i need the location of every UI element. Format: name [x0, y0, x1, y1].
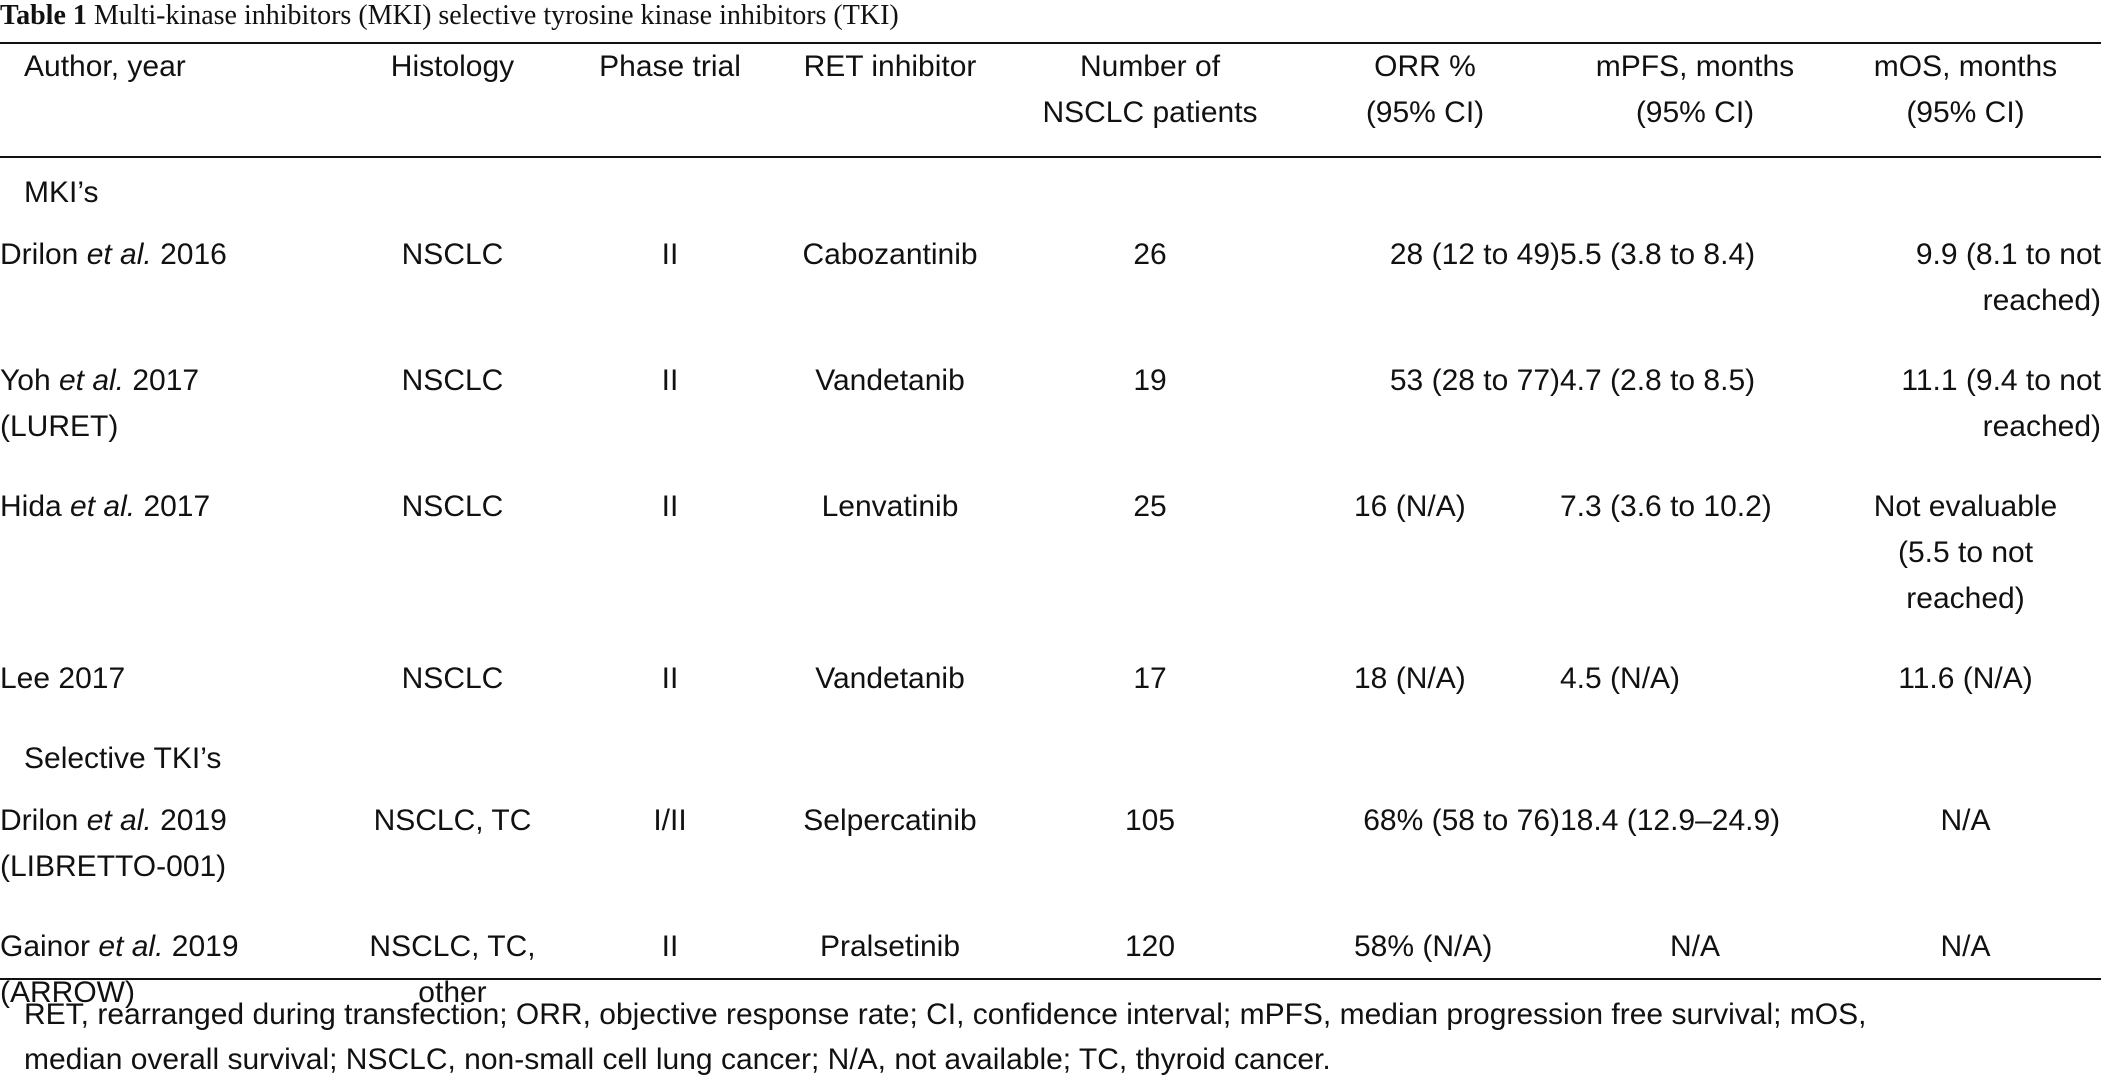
cell-inhibitor: Vandetanib [815, 364, 965, 397]
cell-histology: NSCLC [401, 238, 504, 271]
cell-author: Yoh et al. 2017 (LURET) [0, 364, 200, 443]
header-phase: Phase trial [599, 50, 741, 83]
cell-phase: II [661, 662, 679, 695]
cell-histology: NSCLC, TC, other [369, 930, 536, 1009]
cell-author: Lee 2017 [0, 662, 126, 695]
footnote-line: median overall survival; NSCLC, non-smal… [24, 1043, 1331, 1076]
table-caption-label: Table 1 [0, 0, 87, 31]
cell-orr: 53 (28 to 77) [1389, 364, 1560, 397]
cell-os: Not evaluable (5.5 to not reached) [1873, 490, 2058, 615]
section-title: Selective TKI’s [24, 742, 222, 775]
header-histology: Histology [390, 50, 515, 83]
cell-orr: 16 (N/A) [1354, 490, 1466, 523]
section-title: MKI’s [24, 176, 99, 209]
bottom-rule [0, 978, 2101, 980]
header-orr: ORR % (95% CI) [1365, 50, 1485, 129]
table-caption-text: Multi-kinase inhibitors (MKI) selective … [93, 0, 899, 31]
cell-os: 11.1 (9.4 to not reached) [1901, 364, 2101, 443]
table-footnote: RET, rearranged during transfection; ORR… [24, 992, 2084, 1082]
section-row-selective-tki: Selective TKI’s [0, 722, 2101, 784]
cell-phase: II [661, 490, 679, 523]
header-inhibitor: RET inhibitor [803, 50, 977, 83]
table-caption: Table 1 Multi-kinase inhibitors (MKI) se… [0, 0, 899, 40]
cell-histology: NSCLC, TC [373, 804, 532, 837]
cell-orr: 68% (58 to 76) [1363, 804, 1560, 837]
cell-author: Hida et al. 2017 [0, 490, 211, 523]
cell-patients: 105 [1124, 804, 1176, 837]
table-row: Yoh et al. 2017 (LURET) NSCLC II Vandetan… [0, 344, 2101, 470]
header-os: mOS, months (95% CI) [1873, 50, 2058, 129]
cell-author: Drilon et al. 2019 (LIBRETTO-001) [0, 804, 227, 883]
cell-inhibitor: Lenvatinib [821, 490, 959, 523]
cell-pfs: N/A [1669, 930, 1720, 963]
cell-inhibitor: Vandetanib [815, 662, 965, 695]
top-rule [0, 42, 2101, 44]
cell-pfs: 5.5 (3.8 to 8.4) [1560, 238, 1756, 271]
cell-pfs: 7.3 (3.6 to 10.2) [1560, 490, 1772, 523]
cell-histology: NSCLC [401, 490, 504, 523]
table-row: Lee 2017 NSCLC II Vandetanib 17 18 (N/A)… [0, 642, 2101, 722]
cell-os: 11.6 (N/A) [1898, 662, 2033, 695]
cell-orr: 18 (N/A) [1354, 662, 1466, 695]
footnote-line: RET, rearranged during transfection; ORR… [24, 998, 1867, 1031]
cell-orr: 28 (12 to 49) [1389, 238, 1560, 271]
header-patients: Number of NSCLC patients [1042, 50, 1258, 129]
header-rule [0, 156, 2101, 158]
cell-phase: II [661, 930, 679, 963]
cell-patients: 25 [1133, 490, 1167, 523]
section-row-mki: MKI’s [0, 156, 2101, 218]
table-row: Drilon et al. 2019 (LIBRETTO-001) NSCLC, … [0, 784, 2101, 910]
results-table: Author, year Histology Phase trial RET i… [0, 44, 2101, 1036]
cell-inhibitor: Pralsetinib [819, 930, 961, 963]
cell-patients: 26 [1133, 238, 1167, 271]
cell-pfs: 4.7 (2.8 to 8.5) [1560, 364, 1756, 397]
cell-os: N/A [1940, 930, 1991, 963]
cell-phase: II [661, 238, 679, 271]
table-row: Hida et al. 2017 NSCLC II Lenvatinib 25 … [0, 470, 2101, 642]
cell-pfs: 4.5 (N/A) [1560, 662, 1681, 695]
cell-histology: NSCLC [401, 662, 504, 695]
header-author: Author, year [24, 50, 186, 83]
cell-author: Drilon et al. 2016 [0, 238, 227, 271]
cell-pfs: 18.4 (12.9–24.9) [1560, 804, 1781, 837]
cell-histology: NSCLC [401, 364, 504, 397]
table-row: Drilon et al. 2016 NSCLC II Cabozantinib… [0, 218, 2101, 344]
cell-os: 9.9 (8.1 to not reached) [1915, 238, 2101, 317]
cell-inhibitor: Selpercatinib [803, 804, 977, 837]
cell-os: N/A [1940, 804, 1991, 837]
cell-phase: I/II [653, 804, 687, 837]
table-header-row: Author, year Histology Phase trial RET i… [0, 44, 2101, 156]
cell-patients: 17 [1133, 662, 1167, 695]
cell-patients: 19 [1133, 364, 1167, 397]
cell-orr: 58% (N/A) [1354, 930, 1493, 963]
cell-patients: 120 [1124, 930, 1176, 963]
header-pfs: mPFS, months (95% CI) [1595, 50, 1795, 129]
cell-author: Gainor et al. 2019 (ARROW) [0, 930, 239, 1009]
cell-inhibitor: Cabozantinib [802, 238, 978, 271]
cell-phase: II [661, 364, 679, 397]
table-row: Gainor et al. 2019 (ARROW) NSCLC, TC, othe… [0, 910, 2101, 1036]
